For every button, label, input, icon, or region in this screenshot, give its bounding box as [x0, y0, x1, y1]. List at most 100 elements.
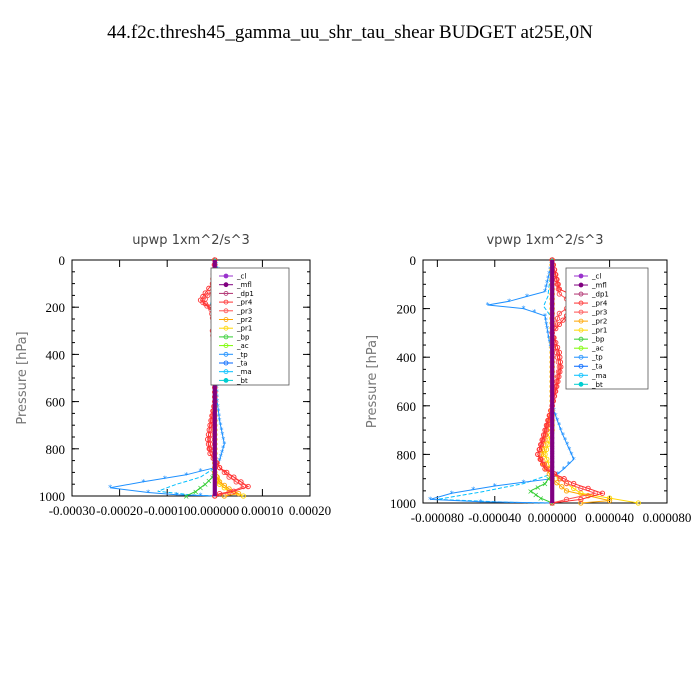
- series-point_tp: *: [567, 446, 571, 455]
- series-point_tp: *: [507, 297, 511, 306]
- legend-label: _ta: [236, 359, 248, 367]
- legend-label: _cl: [236, 273, 246, 281]
- x-tick-label: 0.00010: [241, 503, 283, 518]
- series-point_pr4: [557, 359, 563, 365]
- series-point_pr3: [563, 480, 570, 487]
- series-point_pr2: [221, 482, 227, 489]
- series-line_ma: [437, 259, 553, 504]
- series-point_tp: *: [221, 435, 225, 444]
- legend-label: _tp: [591, 354, 603, 362]
- series-point_pr4: [555, 378, 561, 385]
- series-point_pr2: [235, 490, 242, 497]
- series-point_tp: *: [222, 440, 226, 449]
- series-point_pr2: [606, 497, 613, 504]
- series-point_pr4: [561, 476, 567, 482]
- y-tick-label: 200: [46, 300, 66, 315]
- series-point_tp: *: [525, 292, 529, 301]
- series-point_tp: *: [556, 470, 560, 479]
- legend-marker: [578, 282, 584, 288]
- series-point_pr4: [556, 321, 563, 328]
- y-axis-label: Pressure [hPa]: [365, 335, 380, 428]
- series-point_tp: *: [216, 402, 220, 411]
- y-tick-label: 800: [397, 447, 417, 462]
- series-point_tp: *: [219, 426, 223, 435]
- series-point_pr2: [226, 486, 232, 492]
- series-point_tp: *: [557, 421, 561, 430]
- series-point_pr4: [578, 496, 584, 503]
- x-tick-label: -0.000080: [411, 510, 464, 525]
- series-point_tp: *: [213, 492, 217, 501]
- legend-marker: [578, 354, 584, 360]
- x-tick-label: -0.000040: [468, 510, 521, 525]
- legend-label: _bp: [236, 333, 250, 341]
- x-tick-label: -0.00020: [96, 503, 143, 518]
- series-point_tp: *: [218, 416, 222, 425]
- series-point_pr4: [536, 446, 542, 453]
- legend-label: _tp: [236, 351, 248, 359]
- series-point_tp: *: [554, 412, 558, 421]
- series-point_tp: *: [175, 491, 179, 500]
- x-tick-label: 0.000000: [190, 503, 239, 518]
- series-point_tp: *: [217, 412, 221, 421]
- series-point_tp: *: [559, 426, 563, 435]
- series-point_tp: *: [561, 431, 565, 440]
- series-point_pr4: [537, 456, 543, 462]
- legend-label: _pr4: [591, 300, 608, 308]
- series-point_tp: *: [547, 270, 551, 279]
- series-point_tp: *: [565, 441, 569, 450]
- series-point_pr4: [557, 354, 563, 360]
- series-point_pr4: [554, 383, 560, 390]
- x-tick-label: 0.000040: [585, 510, 634, 525]
- series-point_pr4: [585, 485, 591, 492]
- legend-marker: [578, 300, 584, 306]
- legend-marker: [223, 343, 229, 348]
- page-title: 44.f2c.thresh45_gamma_uu_shr_tau_shear B…: [107, 22, 593, 43]
- legend-marker: [223, 273, 229, 279]
- series-point_tp: *: [544, 320, 548, 329]
- series-point_pr4: [216, 465, 223, 471]
- series-point_bp: ×: [209, 473, 216, 482]
- legend-marker: [578, 273, 584, 279]
- legend-label: _ma: [236, 368, 252, 376]
- series-point_tp: *: [219, 421, 223, 430]
- series-point_tp: *: [471, 486, 475, 495]
- series-point_pr4: [560, 317, 566, 323]
- y-tick-label: 0: [59, 253, 66, 268]
- series-point_tp: *: [199, 492, 203, 501]
- series-point_tp: *: [543, 312, 547, 321]
- series-point_pr4: [231, 474, 237, 480]
- series-point_tp: *: [521, 478, 525, 487]
- legend-label: _pr2: [236, 316, 252, 324]
- series-point_pr4: [542, 427, 548, 433]
- series-point_tp: *: [546, 329, 550, 338]
- chart-2: vpwp 1xm^2/s^3 Pressure [hPa] 0 200 400 600 80…: [365, 233, 691, 525]
- legend-label: _dp1: [591, 291, 609, 299]
- series-point_pr1: [240, 493, 247, 499]
- series-point_pr2: [216, 479, 223, 485]
- series-point_pr4: [540, 432, 547, 438]
- series-point_tp: *: [521, 305, 525, 314]
- legend-marker: [578, 363, 584, 369]
- series-point_pr3: [556, 310, 563, 317]
- series-point_bp: ×: [183, 492, 190, 501]
- series-point_pr4: [245, 483, 251, 490]
- series-point_tp: *: [547, 334, 551, 343]
- legend-marker: [578, 345, 584, 351]
- series-point_pr4: [197, 297, 204, 303]
- series-point_tp: *: [220, 431, 224, 440]
- series-point_pr4: [542, 466, 548, 472]
- legend-marker: [223, 377, 229, 383]
- series-point_pr4: [207, 450, 213, 457]
- series-point_pr3: [554, 315, 561, 321]
- legend-label: _ma: [591, 372, 607, 380]
- series-point_tp: *: [218, 457, 222, 466]
- series-point_tp: *: [219, 452, 223, 461]
- series-point_pr1: [543, 446, 550, 453]
- legend-marker: [223, 334, 229, 340]
- series-point_tp: *: [545, 325, 549, 334]
- legend-label: _mfl: [236, 281, 252, 289]
- series-point_pr2: [540, 446, 546, 453]
- series-point_pr4: [554, 344, 561, 351]
- series-point_pr4: [231, 488, 237, 494]
